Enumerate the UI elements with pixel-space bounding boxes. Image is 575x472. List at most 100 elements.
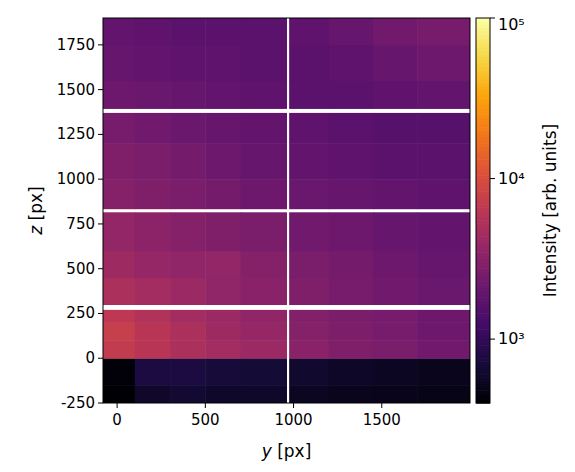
cell	[289, 385, 329, 403]
cell	[205, 212, 241, 251]
y-tick	[98, 134, 103, 135]
cell	[373, 113, 418, 144]
y-tick-label: 1750	[57, 36, 95, 54]
cell	[241, 81, 287, 109]
cell	[103, 385, 135, 403]
cell	[289, 113, 329, 144]
cell	[329, 340, 374, 358]
cell	[205, 251, 241, 278]
cell	[205, 81, 241, 109]
colorbar-tick	[490, 18, 495, 19]
cell	[103, 322, 135, 340]
y-tick	[98, 44, 103, 45]
cell	[373, 81, 418, 109]
cells	[103, 18, 470, 403]
cell	[289, 143, 329, 179]
cell	[135, 251, 171, 278]
cell	[135, 322, 171, 340]
axis-title: y [px]	[261, 441, 312, 461]
cell	[417, 340, 470, 358]
y-tick-label: 1000	[57, 170, 95, 188]
cell	[329, 212, 374, 251]
cell	[103, 143, 135, 179]
cell	[241, 18, 287, 45]
cell	[170, 45, 206, 81]
cell	[205, 310, 241, 323]
cell	[373, 179, 418, 209]
cell	[135, 310, 171, 323]
cell	[205, 143, 241, 179]
cell	[289, 18, 329, 45]
cell	[417, 113, 470, 144]
cell	[241, 113, 287, 144]
cell	[170, 358, 206, 385]
cell	[205, 278, 241, 305]
colorbar-tick-label: 10⁴	[498, 169, 525, 188]
cell	[373, 212, 418, 251]
y-tick-label: 500	[66, 260, 95, 278]
cell	[170, 251, 206, 278]
cell	[329, 385, 374, 403]
y-tick-label: -250	[61, 394, 95, 412]
cell	[329, 310, 374, 323]
cell	[289, 251, 329, 278]
cell	[241, 278, 287, 305]
x-tick	[293, 403, 294, 408]
cell	[241, 251, 287, 278]
cell	[170, 81, 206, 109]
cell	[329, 251, 374, 278]
cell	[103, 18, 135, 45]
cell	[373, 310, 418, 323]
y-tick	[98, 268, 103, 269]
colorbar-tick	[490, 339, 495, 340]
cell	[205, 340, 241, 358]
x-tick-label: 500	[191, 411, 220, 429]
cell	[241, 358, 287, 385]
cell	[135, 179, 171, 209]
x-tick	[205, 403, 206, 408]
y-tick-label: 1500	[57, 81, 95, 99]
cell	[103, 113, 135, 144]
cell	[170, 322, 206, 340]
y-tick	[98, 223, 103, 224]
y-tick	[98, 179, 103, 180]
cell	[373, 278, 418, 305]
colorbar-tick	[490, 178, 495, 179]
cell	[170, 113, 206, 144]
cell	[205, 358, 241, 385]
cell	[289, 322, 329, 340]
cell	[135, 358, 171, 385]
cell	[241, 179, 287, 209]
cell	[417, 81, 470, 109]
cell	[289, 45, 329, 81]
cell	[103, 340, 135, 358]
cell	[373, 340, 418, 358]
cell	[289, 81, 329, 109]
cell	[103, 310, 135, 323]
cell	[170, 385, 206, 403]
cell	[135, 278, 171, 305]
cell	[135, 81, 171, 109]
y-tick	[98, 89, 103, 90]
cell	[329, 18, 374, 45]
cell	[329, 81, 374, 109]
cell	[373, 385, 418, 403]
cell	[289, 212, 329, 251]
cell	[373, 322, 418, 340]
x-tick-label: 0	[112, 411, 122, 429]
cell	[289, 340, 329, 358]
y-tick	[98, 358, 103, 359]
cell	[135, 143, 171, 179]
cell	[205, 113, 241, 144]
colorbar	[476, 18, 490, 404]
cell	[373, 358, 418, 385]
cell	[103, 358, 135, 385]
cell	[103, 278, 135, 305]
cell	[241, 212, 287, 251]
cell	[241, 310, 287, 323]
y-tick	[98, 403, 103, 404]
cell	[329, 322, 374, 340]
cell	[205, 45, 241, 81]
cell	[417, 385, 470, 403]
cell	[205, 18, 241, 45]
